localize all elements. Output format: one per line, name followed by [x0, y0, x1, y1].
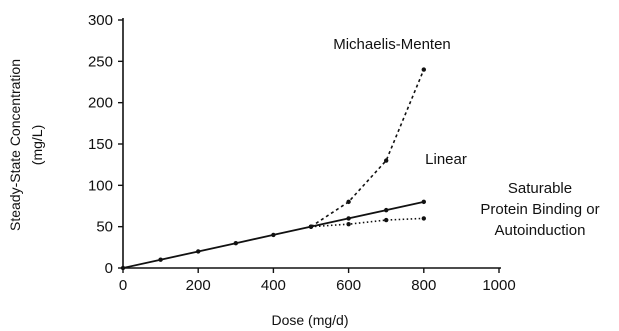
data-point-linear	[346, 216, 351, 221]
annotations: Michaelis-Menten Linear Saturable Protein B…	[333, 36, 599, 239]
y-tick-label: 300	[88, 12, 113, 29]
x-tick-label: 0	[119, 277, 127, 294]
data-point-saturable-protein-binding-or-autoinduction	[421, 216, 426, 221]
annotation-saturable: Autoinduction	[495, 222, 586, 239]
y-axis-unit: (mg/L)	[29, 125, 45, 165]
y-tick-label: 200	[88, 95, 113, 112]
annotation-mm: Michaelis-Menten	[333, 36, 451, 53]
data-point-michaelis-menten	[346, 199, 351, 205]
data-point-saturable-protein-binding-or-autoinduction	[308, 224, 314, 229]
series-line-saturable-protein-binding-or-autoinduction	[310, 217, 424, 228]
data-point-linear	[271, 232, 276, 238]
y-tick-label: 100	[88, 177, 113, 194]
data-point-linear	[158, 257, 163, 262]
data-point-michaelis-menten	[384, 158, 389, 163]
x-tick-label: 600	[336, 277, 361, 294]
data-point-linear	[233, 241, 238, 246]
annotation-saturable: Protein Binding or	[480, 201, 599, 218]
data-point-linear	[421, 199, 426, 205]
annotation-linear: Linear	[425, 151, 467, 168]
y-tick-label: 0	[105, 260, 113, 277]
y-tick-label: 50	[96, 219, 113, 236]
y-tick-label: 150	[88, 136, 113, 153]
data-point-linear	[120, 265, 126, 271]
data-point-linear	[384, 207, 389, 213]
x-tick-label: 200	[186, 277, 211, 294]
data-point-saturable-protein-binding-or-autoinduction	[384, 217, 389, 223]
data-point-michaelis-menten	[421, 67, 426, 72]
x-tick-label: 800	[411, 277, 436, 294]
axes	[122, 18, 501, 269]
y-axis-title: Steady-State Concentration	[7, 59, 23, 231]
annotation-saturable: Saturable	[508, 180, 572, 197]
axis-ticks: 0 200 400 600 800 1000 0 50 100 150 200 250 300	[88, 12, 516, 294]
data-point-saturable-protein-binding-or-autoinduction	[346, 221, 351, 227]
data-series	[120, 67, 426, 271]
x-tick-label: 400	[261, 277, 286, 294]
series-line-michaelis-menten	[310, 69, 425, 228]
x-axis-title: Dose (mg/d)	[271, 312, 348, 328]
data-point-linear	[196, 249, 201, 254]
y-tick-label: 250	[88, 53, 113, 70]
x-tick-label: 1000	[482, 277, 515, 294]
